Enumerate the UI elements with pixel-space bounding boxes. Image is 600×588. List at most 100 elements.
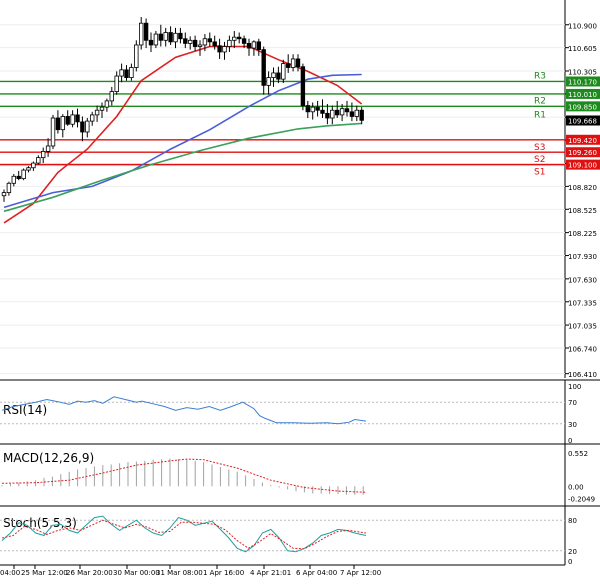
candle: [21, 168, 26, 181]
candle: [217, 38, 222, 59]
candlesticks: [1, 16, 364, 202]
indicator-tick-label: 0.552: [568, 450, 588, 458]
candle: [295, 54, 301, 72]
candle: [94, 105, 100, 122]
candle: [241, 35, 247, 49]
candle: [6, 181, 12, 196]
candle: [232, 30, 237, 49]
indicator-tick-label: 100: [568, 383, 581, 391]
candle: [85, 118, 90, 138]
moving-average-line: [3, 122, 362, 213]
price-tick-label: 107.335: [568, 299, 597, 307]
indicator-tick-label: -0.2049: [568, 496, 595, 504]
candle: [202, 34, 208, 52]
level-name-r1: R1: [534, 110, 546, 120]
candle: [148, 32, 154, 52]
candle: [134, 40, 139, 72]
candle: [138, 16, 144, 50]
level-price-badge: [566, 88, 600, 99]
candle: [55, 110, 61, 134]
macd-signal-line: [1, 458, 367, 493]
price-tick-label: 110.605: [568, 45, 597, 53]
candle: [300, 63, 306, 111]
price-tick-label: 108.225: [568, 230, 597, 238]
candle: [45, 138, 51, 157]
candle: [90, 111, 95, 126]
price-tick-label: 108.820: [568, 184, 597, 192]
candle: [1, 189, 7, 202]
candle: [104, 98, 110, 112]
level-price-badge: [566, 134, 600, 145]
indicator-tick-label: 30: [568, 421, 577, 429]
level-price-badge: [566, 147, 600, 158]
level-price-label: 110.010: [568, 91, 597, 99]
candle: [305, 100, 310, 119]
rsi-panel: RSI(14) 100 70 30 0: [0, 379, 600, 445]
candle: [310, 102, 315, 120]
support-resistance-levels: R3 R2 R1 S3 S2 S1: [0, 71, 565, 178]
candle: [261, 46, 266, 95]
time-tick-label: 7 Apr 12:00: [340, 569, 381, 577]
price-tick-label: 110.900: [568, 22, 597, 30]
stoch-signal-line: [1, 519, 367, 550]
candle: [178, 27, 183, 44]
price-tick-label: 106.410: [568, 371, 597, 379]
candle: [271, 67, 276, 87]
candle: [50, 114, 56, 150]
level-name-r2: R2: [534, 96, 546, 106]
moving-average-line: [3, 45, 363, 224]
indicator-tick-label: 0.00: [568, 483, 584, 491]
candle: [129, 63, 134, 81]
candle: [183, 32, 188, 49]
price-tick-label: 110.305: [568, 68, 597, 76]
time-tick-label: 1 Apr 16:00: [203, 569, 244, 577]
candle: [168, 26, 173, 45]
candle: [354, 105, 359, 122]
candle: [197, 40, 203, 56]
candle: [207, 32, 212, 47]
level-price-label: 109.260: [568, 149, 597, 157]
candle: [31, 161, 36, 171]
indicator-tick-label: 80: [568, 517, 577, 525]
macd-panel: MACD(12,26,9) 0.552 0.00 -0.2049: [0, 443, 600, 506]
candle: [236, 32, 242, 44]
moving-averages: [3, 45, 363, 224]
time-tick-label: 6 Apr 04:00: [296, 569, 337, 577]
indicator-tick-label: 0: [568, 558, 572, 566]
candle: [124, 65, 129, 81]
candle: [16, 170, 21, 181]
candle: [339, 104, 345, 122]
candle: [276, 66, 281, 84]
candle: [163, 27, 168, 47]
candle: [359, 107, 364, 125]
candle: [290, 54, 296, 72]
candle: [285, 54, 291, 73]
level-price-label: 110.170: [568, 78, 597, 86]
price-tick-label: 107.930: [568, 253, 597, 261]
price-tick-label: 108.525: [568, 207, 597, 215]
candle: [334, 100, 340, 119]
candle: [256, 38, 261, 56]
stoch-panel: Stoch(5,5,3) 80 20 0: [0, 505, 600, 566]
candle: [75, 108, 80, 128]
candle: [227, 35, 232, 52]
candle: [325, 104, 330, 125]
candle: [281, 59, 286, 84]
candle: [344, 100, 350, 117]
indicator-tick-label: 70: [568, 399, 577, 407]
candle: [320, 99, 325, 119]
candle: [119, 63, 124, 83]
rsi-title: RSI(14): [3, 403, 47, 417]
time-tick-label: 30 Mar 00:00: [113, 569, 160, 577]
candle: [80, 116, 85, 142]
time-tick-label: 4 Apr 21:01: [250, 569, 291, 577]
candle: [222, 41, 227, 60]
level-name-s3: S3: [534, 143, 545, 153]
level-price-label: 109.850: [568, 103, 597, 111]
candle: [70, 110, 75, 128]
level-name-s2: S2: [534, 155, 545, 165]
candle: [330, 105, 335, 125]
